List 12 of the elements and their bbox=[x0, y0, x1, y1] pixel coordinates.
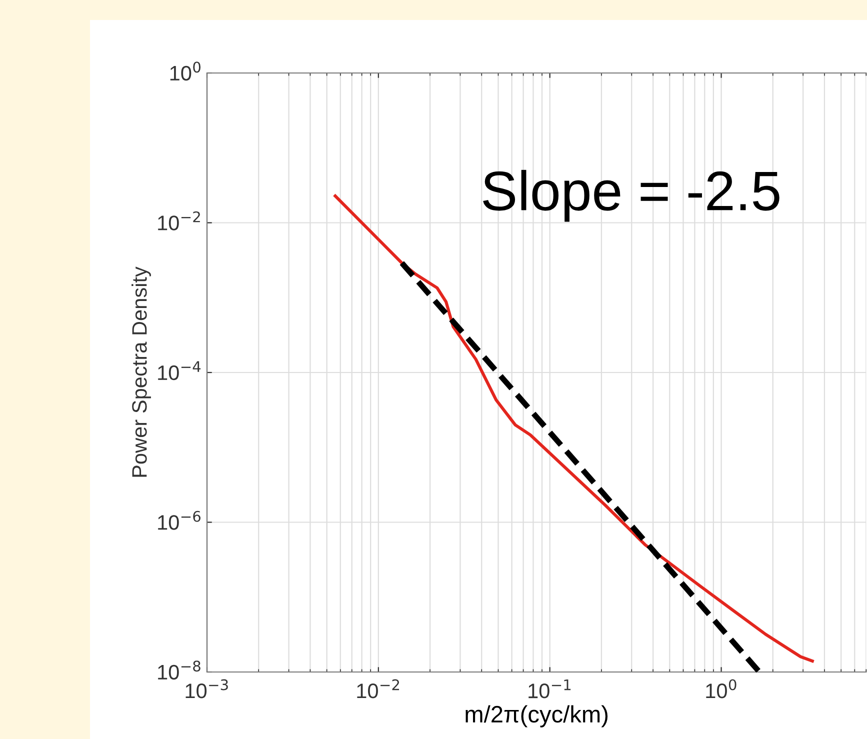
x-tick-label: 10$^{0}$ bbox=[706, 679, 736, 698]
y-tick-label: 10$^{−6}$ bbox=[158, 510, 200, 530]
x-axis-title: m/2π(cyc/km) bbox=[466, 705, 608, 728]
y-axis-title: Power Spectra Density bbox=[132, 266, 151, 477]
x-tick-label: 10$^{−2}$ bbox=[357, 679, 400, 698]
x-tick-label: 10$^{−1}$ bbox=[528, 679, 571, 698]
x-tick-label: 10$^{−3}$ bbox=[186, 679, 228, 698]
y-tick-label: 10$^{−2}$ bbox=[158, 211, 200, 230]
y-tick-label: 10$^{−4}$ bbox=[158, 361, 201, 380]
y-tick-label: 10$^{0}$ bbox=[170, 62, 200, 81]
annotation: Slope = -2.5 bbox=[483, 170, 780, 222]
y-tick-label: 10$^{−8}$ bbox=[158, 660, 200, 680]
